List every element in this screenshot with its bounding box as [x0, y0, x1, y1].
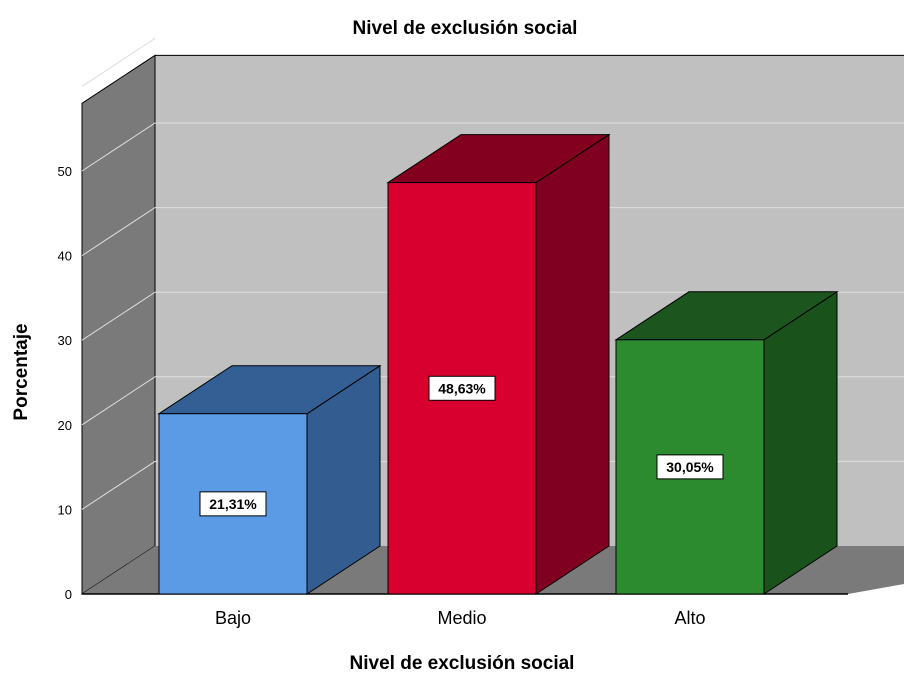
bar-bajo: 21,31%: [157, 364, 382, 595]
gridline: [81, 291, 904, 341]
x-tick-label: Medio: [437, 608, 486, 628]
data-label: 48,63%: [438, 380, 486, 396]
y-tick-label: 30: [58, 333, 72, 348]
x-tick-label: Alto: [674, 608, 705, 628]
side-wall: [81, 54, 156, 595]
y-tick-label: 0: [65, 587, 72, 602]
y-tick-label: 50: [58, 164, 72, 179]
y-tick-label: 40: [58, 249, 72, 264]
y-tick-label: 10: [58, 502, 72, 517]
y-axis-title: Porcentaje: [11, 323, 32, 420]
data-label: 30,05%: [666, 459, 714, 475]
data-label-box: [428, 375, 496, 401]
y-tick-label: 20: [58, 418, 72, 433]
chart-title: Nivel de exclusión social: [353, 18, 578, 39]
data-label-box: [656, 454, 724, 480]
bar-medio: 48,63%: [386, 133, 611, 595]
x-axis-title: Nivel de exclusión social: [350, 653, 575, 674]
bar-side: [535, 133, 610, 595]
gridline: [81, 37, 156, 87]
bar-side: [763, 290, 838, 595]
x-tick-label: Bajo: [215, 608, 251, 628]
gridline: [81, 207, 904, 257]
data-label-box: [199, 491, 267, 517]
data-label: 21,31%: [209, 496, 257, 512]
bar-alto: 30,05%: [614, 290, 839, 595]
gridline: [81, 122, 904, 172]
